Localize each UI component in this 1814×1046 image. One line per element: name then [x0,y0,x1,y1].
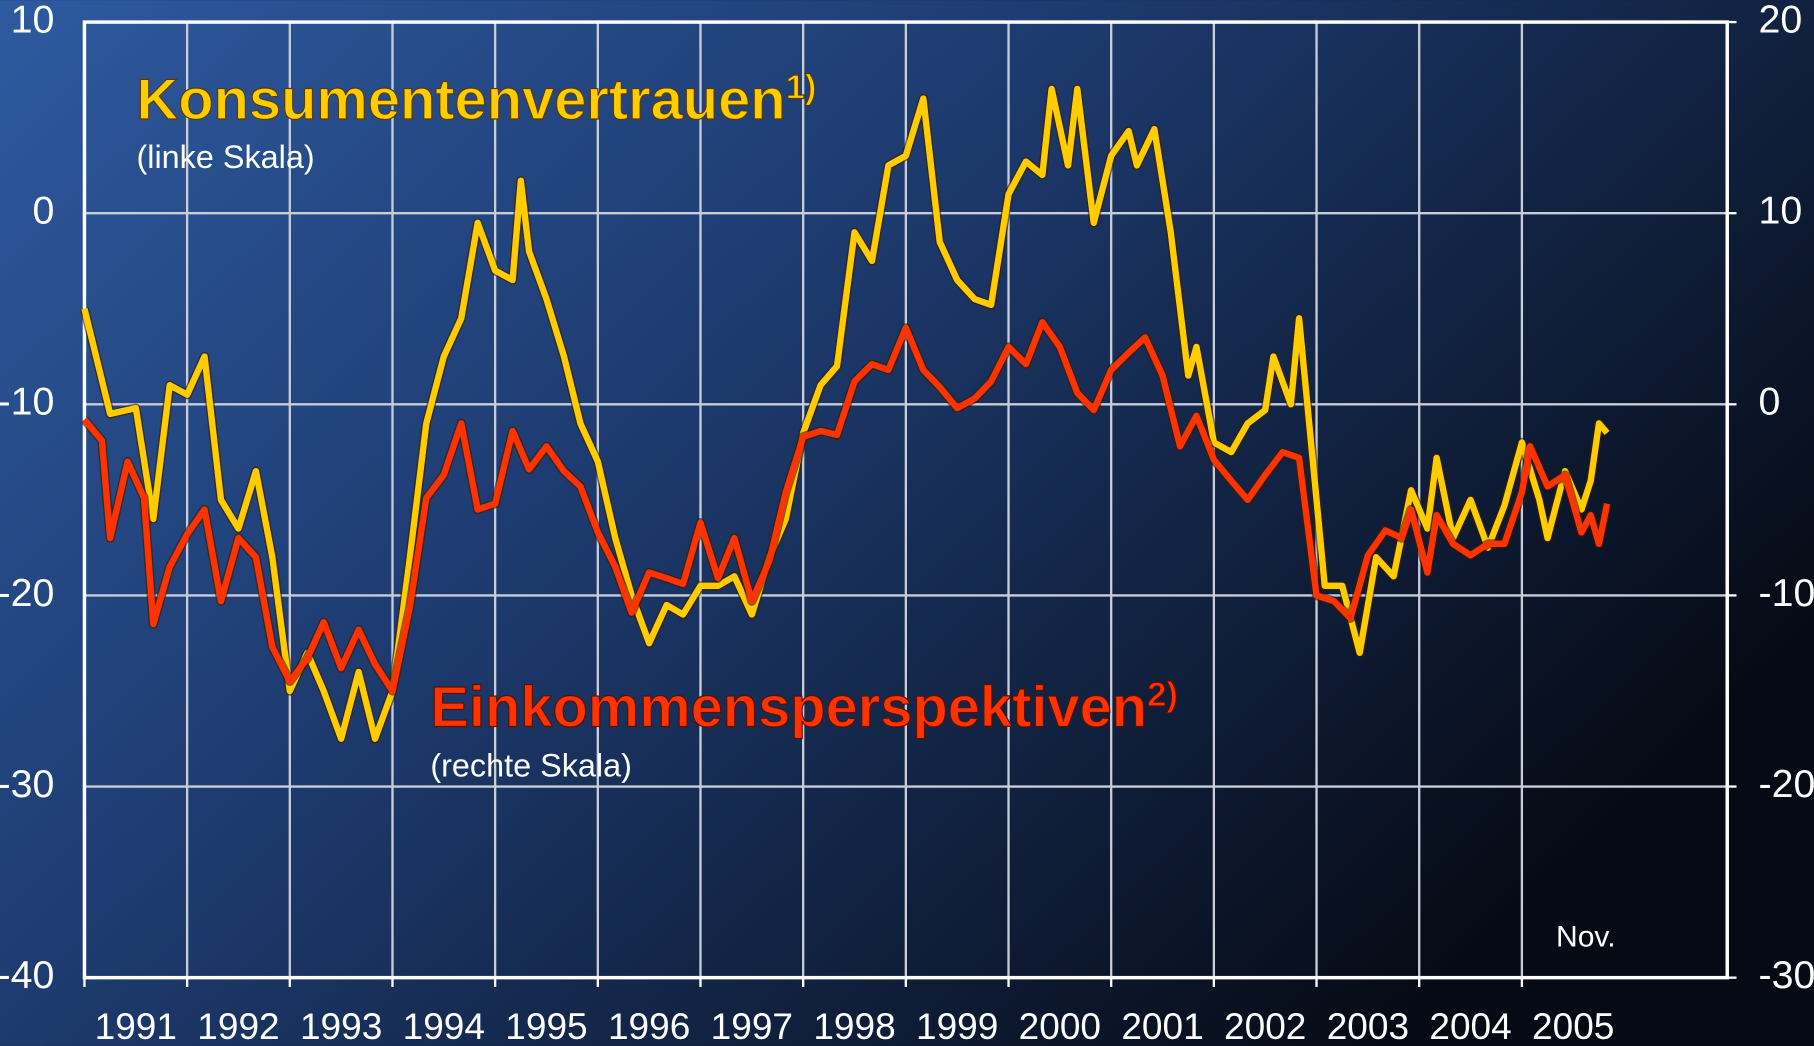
x-tick-label: 1993 [300,1005,382,1046]
x-tick-label: 1997 [711,1005,793,1046]
x-tick-label: 1998 [813,1005,895,1046]
x-tick-label: 2003 [1327,1005,1409,1046]
x-tick-label: 2002 [1224,1005,1306,1046]
annotation-text: Konsumentenvertrauen [137,68,786,132]
x-tick-label: 1995 [505,1005,587,1046]
annotation-note: (rechte Skala) [430,747,632,783]
x-tick-label: 1996 [608,1005,690,1046]
y2-tick-label: 10 [1758,189,1802,233]
y-tick-label: 10 [11,0,55,41]
y-tick-label: -10 [0,380,54,424]
x-tick-label: 2004 [1429,1005,1511,1046]
x-tick-label: 1994 [403,1005,485,1046]
annotation-sup: 2) [1147,676,1178,714]
plot-frame [82,20,1729,980]
y2-tick-label: 20 [1758,0,1802,41]
annotation-note: (linke Skala) [137,139,315,175]
x-tick-label: 2005 [1532,1005,1614,1046]
y-tick-label: -30 [0,762,54,806]
y2-tick-label: -30 [1758,953,1814,997]
annotation-sup: 1) [786,68,817,106]
annotation-red: Einkommensperspektiven2) [430,676,1178,740]
x-tick-label: 2001 [1121,1005,1203,1046]
x-tick-label: 2000 [1019,1005,1101,1046]
x-tick-label: 1999 [916,1005,998,1046]
y2-tick-label: -20 [1758,762,1814,806]
y-tick-label: -40 [0,953,54,997]
x-tick-label: 1991 [95,1005,177,1046]
y-tick-label: -20 [0,571,54,615]
x-tick-label: 1992 [197,1005,279,1046]
y2-tick-label: -10 [1758,571,1814,615]
line [82,318,1611,695]
annotation-nov: Nov. [1556,920,1616,953]
annotation-yellow: Konsumentenvertrauen1) [137,68,817,132]
y-tick-label: 0 [32,189,54,233]
y2-tick-label: 0 [1758,380,1780,424]
annotation-text: Einkommensperspektiven [430,676,1147,740]
lines [79,84,1612,744]
line [81,85,1610,742]
